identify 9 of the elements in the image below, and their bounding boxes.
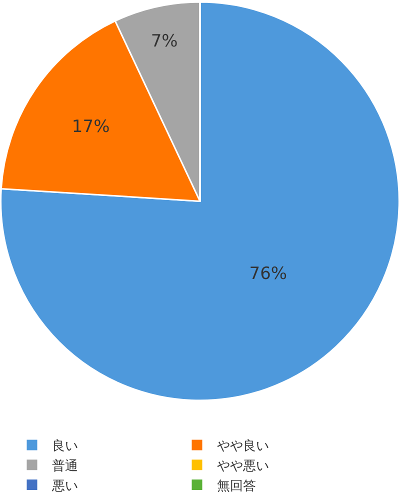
data-label: 76%: [249, 264, 288, 284]
legend-label: やや悪い: [217, 458, 269, 474]
data-label: 7%: [150, 32, 178, 52]
legend-label: 無回答: [217, 478, 256, 494]
legend-label: 悪い: [51, 478, 78, 494]
legend-label: 良い: [52, 439, 78, 454]
legend-label: 普通: [52, 458, 78, 474]
data-label: 17%: [72, 117, 110, 138]
legend-label: やや良い: [217, 439, 269, 454]
